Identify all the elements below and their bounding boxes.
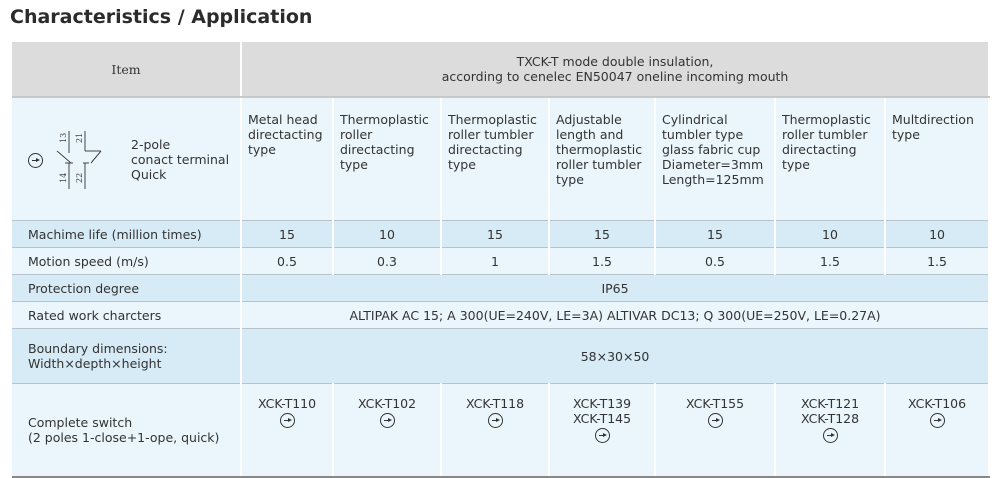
speed-value: 1	[441, 247, 550, 275]
circle-arrow-icon	[822, 428, 838, 443]
model-code: XCK-T155	[685, 396, 745, 411]
life-value: 15	[441, 220, 550, 248]
model-code: XCK-T139	[572, 396, 632, 411]
contact-symbol-icon: 13 21 14 22	[56, 131, 102, 189]
model-code: XCK-T145	[572, 411, 632, 426]
terminal-cell: 13 21 14 22 2-pole conact terminal Quick	[12, 97, 242, 221]
speed-value: 1.5	[775, 247, 886, 275]
model-code: XCK-T110	[257, 396, 317, 411]
protection-value: IP65	[241, 274, 991, 302]
circle-arrow-icon	[487, 413, 503, 428]
rated-value: ALTIPAK AC 15; A 300(UE=240V, LE=3A) ALT…	[241, 301, 991, 329]
svg-text:22: 22	[75, 173, 84, 183]
circle-arrow-icon	[707, 413, 723, 428]
model-cell: XCK-T118	[441, 383, 550, 478]
item-header: Item	[12, 42, 242, 98]
speed-value: 1.5	[549, 247, 656, 275]
circle-arrow-icon	[279, 413, 295, 428]
life-value: 10	[885, 220, 991, 248]
model-code: XCK-T118	[465, 396, 525, 411]
page-title: Characteristics / Application	[10, 6, 313, 28]
model-code: XCK-T128	[800, 411, 860, 426]
speed-value: 0.5	[241, 247, 334, 275]
characteristics-table: Item TXCK-T mode double insulation, accor…	[12, 42, 991, 478]
circle-arrow-icon	[929, 413, 945, 428]
boundary-value: 58×30×50	[241, 328, 991, 384]
model-code: XCK-T121	[800, 396, 860, 411]
type-cell: Thermoplastic roller directacting type	[333, 97, 442, 221]
speed-value: 1.5	[885, 247, 991, 275]
svg-text:14: 14	[59, 173, 68, 183]
model-code: XCK-T102	[357, 396, 417, 411]
life-value: 15	[241, 220, 334, 248]
model-cell: XCK-T121 XCK-T128	[775, 383, 886, 478]
life-value: 10	[775, 220, 886, 248]
complete-label: Complete switch (2 poles 1-close+1-ope, q…	[12, 383, 242, 478]
speed-value: 0.5	[655, 247, 776, 275]
mode-header: TXCK-T mode double insulation, according …	[241, 42, 991, 98]
circle-arrow-icon	[594, 428, 610, 443]
speed-value: 0.3	[333, 247, 442, 275]
protection-label: Protection degree	[12, 274, 242, 302]
type-cell: Cylindrical tumbler type glass fabric cup D…	[655, 97, 776, 221]
life-value: 10	[333, 220, 442, 248]
circle-arrow-icon	[28, 152, 43, 168]
model-cell: XCK-T106	[885, 383, 991, 478]
model-cell: XCK-T155	[655, 383, 776, 478]
life-value: 15	[655, 220, 776, 248]
life-value: 15	[549, 220, 656, 248]
type-cell: Thermoplastic roller tumbler directacting t…	[775, 97, 886, 221]
boundary-label: Boundary dimensions: Width×depth×height	[12, 328, 242, 384]
circle-arrow-icon	[379, 413, 395, 428]
model-code: XCK-T106	[907, 396, 967, 411]
type-cell: Multdirection type	[885, 97, 991, 221]
model-cell: XCK-T110	[241, 383, 334, 478]
life-label: Machime life (million times)	[12, 220, 242, 248]
model-cell: XCK-T139 XCK-T145	[549, 383, 656, 478]
type-cell: Adjustable length and thermoplastic roller …	[549, 97, 656, 221]
speed-label: Motion speed (m/s)	[12, 247, 242, 275]
model-cell: XCK-T102	[333, 383, 442, 478]
type-cell: Thermoplastic roller tumbler directacting t…	[441, 97, 550, 221]
type-cell: Metal head directacting type	[241, 97, 334, 221]
rated-label: Rated work charcters	[12, 301, 242, 329]
svg-text:21: 21	[75, 133, 84, 143]
svg-text:13: 13	[59, 133, 68, 143]
